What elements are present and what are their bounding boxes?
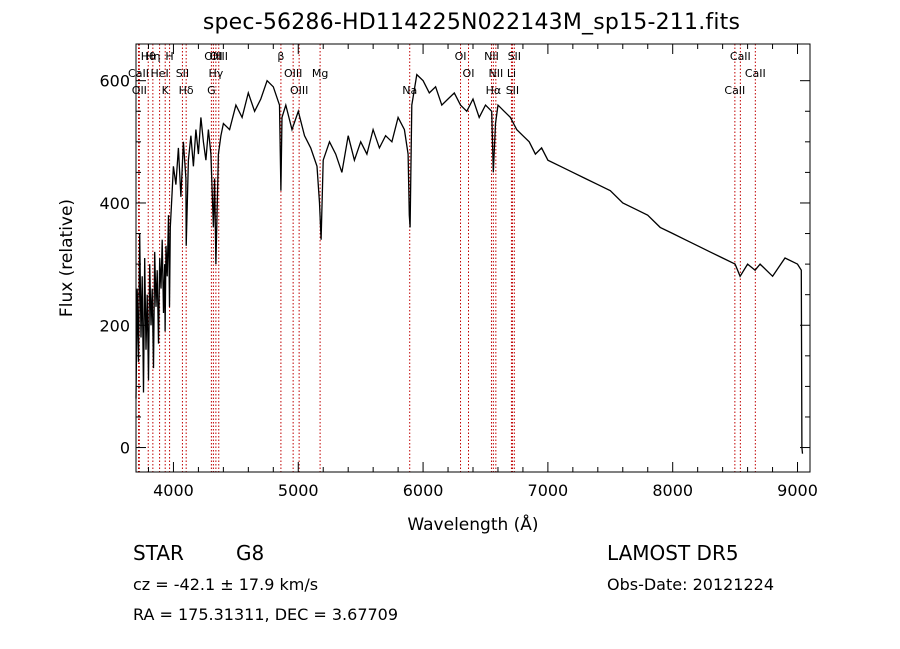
line-marker-label: Hδ	[179, 84, 194, 97]
y-tick-label: 0	[120, 439, 130, 458]
flux-series-line	[135, 73, 804, 454]
line-marker-label: Hθ	[141, 50, 156, 63]
chart-title: spec-56286-HD114225N022143M_sp15-211.fit…	[202, 10, 741, 35]
x-tick-label: 7000	[528, 481, 569, 500]
x-tick-label: 4000	[153, 481, 194, 500]
axis-tick-labels: 4000 5000 6000 7000 8000 9000 0 200 400 600	[99, 72, 817, 500]
line-marker-label: HeI	[150, 67, 168, 80]
y-tick-label: 600	[99, 72, 130, 91]
line-marker-label: Hα	[486, 84, 502, 97]
line-marker-label: NII	[484, 50, 499, 63]
object-class: STAR	[133, 541, 184, 565]
x-tick-label: 9000	[777, 481, 818, 500]
line-marker-label: OI	[463, 67, 475, 80]
x-tick-label: 8000	[652, 481, 693, 500]
line-marker-label: G	[207, 84, 216, 97]
line-marker-label: Hη	[145, 50, 160, 63]
line-marker-label: OI	[455, 50, 467, 63]
line-marker-label: β	[277, 50, 284, 63]
observation-date: Obs-Date: 20121224	[607, 575, 775, 594]
x-axis-label: Wavelength (Å)	[407, 513, 538, 535]
y-tick-label: 400	[99, 194, 130, 213]
line-marker-label: CaII	[745, 67, 766, 80]
line-marker-label: Mg	[312, 67, 328, 80]
x-tick-label: 5000	[278, 481, 319, 500]
line-marker-label: K	[162, 84, 170, 97]
line-marker-label: OIII	[290, 84, 308, 97]
emission-line-markers	[137, 44, 756, 472]
line-marker-label: Li	[507, 67, 516, 80]
y-tick-label: 200	[99, 316, 130, 335]
line-marker-label: OIII	[210, 50, 228, 63]
line-marker-label: SII	[508, 50, 521, 63]
axis-ticks	[136, 44, 810, 472]
x-tick-label: 6000	[403, 481, 444, 500]
line-marker-label: Hγ	[208, 67, 223, 80]
line-marker-label: OIII	[284, 67, 302, 80]
line-marker-label: OII	[132, 84, 147, 97]
line-marker-label: CaII	[128, 67, 149, 80]
y-axis-label: Flux (relative)	[57, 199, 77, 317]
line-marker-label: CaII	[730, 50, 751, 63]
line-marker-label: H	[165, 50, 173, 63]
coordinates: RA = 175.31311, DEC = 3.67709	[133, 605, 399, 624]
line-marker-label: CaII	[724, 84, 745, 97]
redshift-value: cz = -42.1 ± 17.9 km/s	[133, 575, 319, 594]
emission-line-labels: HθCaIIOIIHηHeIKHSIIHδOIIIHγGOIIIOIIIOIII…	[128, 50, 766, 97]
line-marker-label: NII	[488, 67, 503, 80]
line-marker-label: SII	[506, 84, 519, 97]
line-marker-label: SII	[176, 67, 189, 80]
survey-name: LAMOST DR5	[607, 541, 739, 565]
line-marker-label: OIII	[204, 50, 222, 63]
spectral-subclass: G8	[236, 541, 265, 565]
